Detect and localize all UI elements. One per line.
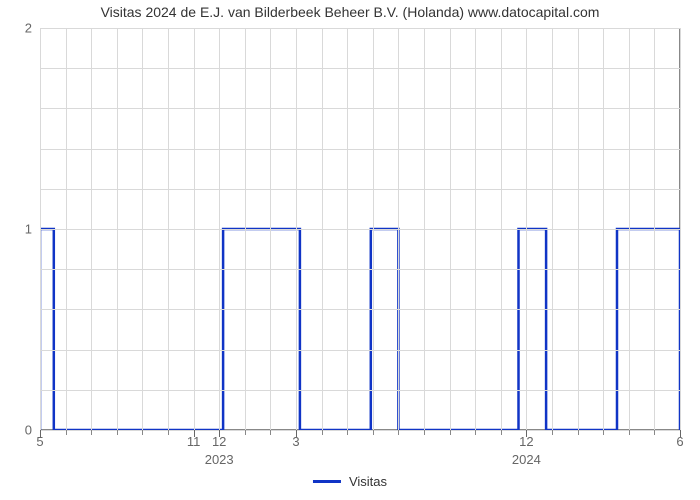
grid-line-v xyxy=(245,28,246,430)
grid-line-h-minor xyxy=(40,390,680,391)
grid-line-v xyxy=(552,28,553,430)
xtick-minor xyxy=(347,430,348,435)
grid-line-h-minor xyxy=(40,149,680,150)
xtick-label: 5 xyxy=(36,434,43,449)
grid-line-v xyxy=(168,28,169,430)
grid-line-v xyxy=(680,28,681,430)
grid-line-v xyxy=(66,28,67,430)
xtick-label: 3 xyxy=(292,434,299,449)
xtick-minor xyxy=(91,430,92,435)
grid-line-v xyxy=(347,28,348,430)
xtick-minor xyxy=(629,430,630,435)
xtick-minor xyxy=(66,430,67,435)
xtick-minor xyxy=(322,430,323,435)
grid-line-v xyxy=(475,28,476,430)
xtick-label: 11 xyxy=(187,434,201,449)
grid-line-v xyxy=(296,28,297,430)
chart-container: Visitas 2024 de E.J. van Bilderbeek Behe… xyxy=(0,0,700,500)
xtick-minor xyxy=(270,430,271,435)
ytick-label: 0 xyxy=(25,423,32,438)
grid-line-v xyxy=(654,28,655,430)
grid-line-v xyxy=(270,28,271,430)
grid-line-v xyxy=(398,28,399,430)
xtick-minor xyxy=(117,430,118,435)
xtick-minor xyxy=(475,430,476,435)
grid-line-h xyxy=(40,229,680,230)
xtick-minor xyxy=(398,430,399,435)
xtick-minor xyxy=(450,430,451,435)
legend-swatch xyxy=(313,480,341,483)
xtick-label: 12 xyxy=(212,434,226,449)
grid-line-v xyxy=(117,28,118,430)
xtick-minor xyxy=(603,430,604,435)
grid-line-h-minor xyxy=(40,350,680,351)
grid-line-v xyxy=(424,28,425,430)
grid-line-h-minor xyxy=(40,309,680,310)
x-year-label: 2024 xyxy=(512,452,541,467)
xtick-minor xyxy=(245,430,246,435)
plot-area: 01251112312620232024 xyxy=(40,28,680,430)
grid-line-v xyxy=(450,28,451,430)
grid-line-v xyxy=(603,28,604,430)
grid-line-v xyxy=(40,28,41,430)
xtick-minor xyxy=(142,430,143,435)
legend-label: Visitas xyxy=(349,474,387,489)
x-year-label: 2023 xyxy=(205,452,234,467)
ytick-label: 2 xyxy=(25,21,32,36)
xtick-label: 12 xyxy=(519,434,533,449)
grid-line-v xyxy=(142,28,143,430)
legend: Visitas xyxy=(313,474,387,489)
ytick-label: 1 xyxy=(25,222,32,237)
grid-line-v xyxy=(219,28,220,430)
xtick-minor xyxy=(501,430,502,435)
grid-line-v xyxy=(322,28,323,430)
xtick-minor xyxy=(578,430,579,435)
grid-line-v xyxy=(194,28,195,430)
grid-line-h-minor xyxy=(40,108,680,109)
grid-line-v xyxy=(526,28,527,430)
xtick-minor xyxy=(654,430,655,435)
xtick-minor xyxy=(424,430,425,435)
grid-line-h-minor xyxy=(40,68,680,69)
grid-line-v xyxy=(578,28,579,430)
grid-line-h-minor xyxy=(40,269,680,270)
grid-line-v xyxy=(501,28,502,430)
grid-line-v xyxy=(629,28,630,430)
xtick-minor xyxy=(552,430,553,435)
xtick-label: 6 xyxy=(676,434,683,449)
xtick-minor xyxy=(373,430,374,435)
grid-line-h xyxy=(40,430,680,431)
xtick-minor xyxy=(168,430,169,435)
chart-title: Visitas 2024 de E.J. van Bilderbeek Behe… xyxy=(0,4,700,20)
grid-line-h-minor xyxy=(40,189,680,190)
grid-line-v xyxy=(91,28,92,430)
grid-line-v xyxy=(373,28,374,430)
grid-line-h xyxy=(40,28,680,29)
